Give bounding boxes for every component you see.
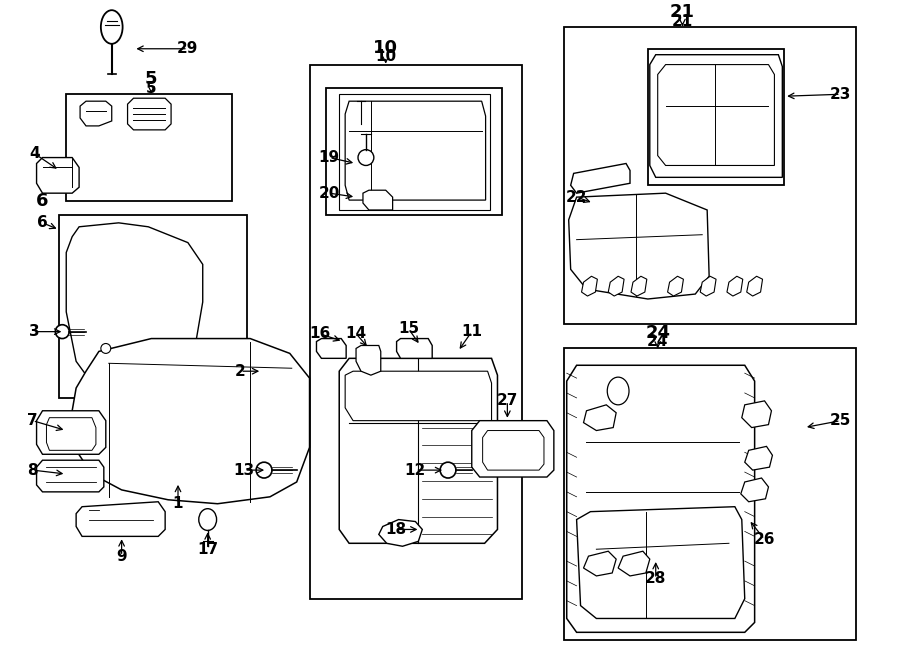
Polygon shape xyxy=(567,366,754,633)
Circle shape xyxy=(56,325,69,338)
Ellipse shape xyxy=(608,377,629,405)
Bar xyxy=(59,215,248,398)
Bar xyxy=(67,95,232,201)
Polygon shape xyxy=(37,460,104,492)
Polygon shape xyxy=(581,276,598,296)
Polygon shape xyxy=(650,55,782,177)
Polygon shape xyxy=(128,98,171,130)
Polygon shape xyxy=(317,338,346,358)
Text: 21: 21 xyxy=(671,14,693,28)
Text: 20: 20 xyxy=(319,186,340,201)
Text: 27: 27 xyxy=(497,393,518,408)
Ellipse shape xyxy=(199,509,217,530)
Text: 8: 8 xyxy=(27,463,38,478)
Text: 6: 6 xyxy=(36,192,49,210)
Text: 19: 19 xyxy=(319,150,340,165)
Text: 23: 23 xyxy=(830,87,851,102)
Text: 24: 24 xyxy=(647,334,669,349)
Circle shape xyxy=(440,462,456,478)
Text: 18: 18 xyxy=(385,522,406,537)
Text: 10: 10 xyxy=(375,49,396,64)
Polygon shape xyxy=(700,276,716,296)
Text: 26: 26 xyxy=(754,532,775,547)
Polygon shape xyxy=(583,405,617,430)
Polygon shape xyxy=(577,507,744,619)
Polygon shape xyxy=(747,276,762,296)
Text: 7: 7 xyxy=(27,413,38,428)
Polygon shape xyxy=(583,551,617,576)
Polygon shape xyxy=(80,101,112,126)
Polygon shape xyxy=(363,190,392,210)
Text: 28: 28 xyxy=(645,571,666,586)
Polygon shape xyxy=(346,101,486,200)
Text: 14: 14 xyxy=(346,326,366,341)
Bar xyxy=(310,65,522,599)
Ellipse shape xyxy=(101,10,122,44)
Circle shape xyxy=(358,149,374,165)
Polygon shape xyxy=(37,157,79,193)
Polygon shape xyxy=(346,371,491,420)
Text: 12: 12 xyxy=(405,463,426,478)
Bar xyxy=(648,49,784,185)
Polygon shape xyxy=(379,520,422,546)
Polygon shape xyxy=(37,410,106,454)
Polygon shape xyxy=(742,401,771,428)
Polygon shape xyxy=(397,338,432,358)
Text: 11: 11 xyxy=(462,324,482,339)
Text: 4: 4 xyxy=(30,146,40,161)
Polygon shape xyxy=(569,193,709,299)
Polygon shape xyxy=(339,358,498,543)
Circle shape xyxy=(101,344,111,354)
Polygon shape xyxy=(631,276,647,296)
Text: 15: 15 xyxy=(398,321,419,336)
Text: 17: 17 xyxy=(197,542,218,557)
Circle shape xyxy=(173,386,183,396)
Text: 25: 25 xyxy=(830,413,851,428)
Polygon shape xyxy=(339,95,490,210)
Text: 9: 9 xyxy=(116,549,127,564)
Bar xyxy=(563,27,856,324)
Text: 1: 1 xyxy=(173,496,184,511)
Polygon shape xyxy=(658,65,774,165)
Text: 10: 10 xyxy=(374,39,398,57)
Bar xyxy=(563,348,856,641)
Polygon shape xyxy=(482,430,544,470)
Polygon shape xyxy=(727,276,742,296)
Text: 24: 24 xyxy=(645,323,670,342)
Polygon shape xyxy=(744,446,772,470)
Text: 21: 21 xyxy=(670,3,695,21)
Polygon shape xyxy=(472,420,554,477)
Circle shape xyxy=(256,462,272,478)
Polygon shape xyxy=(47,418,96,450)
Text: 13: 13 xyxy=(234,463,255,478)
Bar xyxy=(102,272,173,344)
Polygon shape xyxy=(618,551,650,576)
Text: 5: 5 xyxy=(145,70,158,89)
Polygon shape xyxy=(76,502,165,536)
Text: 2: 2 xyxy=(235,364,246,379)
Polygon shape xyxy=(356,346,381,375)
Polygon shape xyxy=(72,338,310,504)
Text: 5: 5 xyxy=(146,81,157,96)
Circle shape xyxy=(274,362,293,381)
Polygon shape xyxy=(67,223,203,393)
Bar xyxy=(327,89,502,215)
Text: 29: 29 xyxy=(177,41,199,56)
Text: 16: 16 xyxy=(309,326,330,341)
Polygon shape xyxy=(741,478,769,502)
Polygon shape xyxy=(571,163,630,193)
Text: 22: 22 xyxy=(566,190,588,205)
Text: 3: 3 xyxy=(30,324,40,339)
Polygon shape xyxy=(608,276,624,296)
Polygon shape xyxy=(668,276,683,296)
Text: 6: 6 xyxy=(37,215,48,230)
